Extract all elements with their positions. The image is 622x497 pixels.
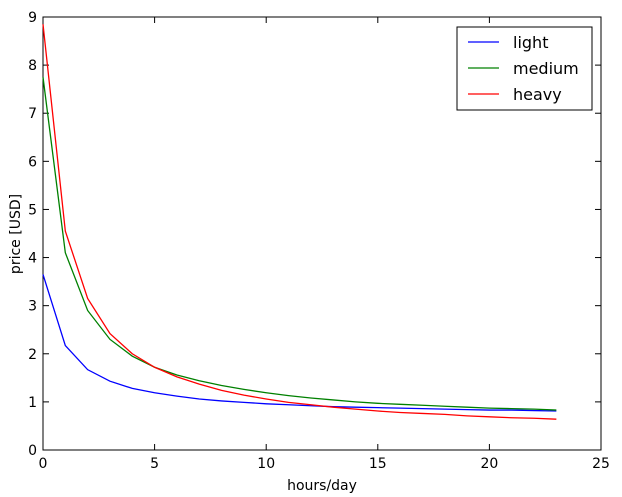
lines-layer (42, 24, 557, 420)
x-tick-label: 15 (369, 456, 387, 472)
y-tick-label: 1 (28, 395, 37, 411)
series-line-light (42, 274, 557, 412)
y-tick-label: 9 (28, 10, 37, 26)
series-line-medium (42, 77, 557, 411)
series-line-heavy (42, 24, 557, 420)
x-tick-label: 25 (592, 456, 610, 472)
legend: light medium heavy (456, 26, 593, 111)
y-axis-label: price [USD] (8, 194, 24, 274)
y-tick-label: 4 (28, 251, 37, 267)
ticks-layer: 0 5 10 15 20 25 0 1 2 3 4 5 6 7 8 9 (28, 10, 610, 472)
y-tick-label: 2 (28, 347, 37, 363)
x-tick-label: 5 (150, 456, 159, 472)
y-tick-label: 3 (28, 299, 37, 315)
x-axis-label: hours/day (287, 478, 357, 494)
legend-label-heavy: heavy (513, 85, 562, 104)
x-tick-label: 20 (480, 456, 498, 472)
legend-label-light: light (513, 33, 548, 52)
y-tick-label: 0 (28, 443, 37, 459)
x-tick-label: 0 (39, 456, 48, 472)
y-tick-label: 7 (28, 106, 37, 122)
y-tick-label: 8 (28, 58, 37, 74)
y-tick-label: 5 (28, 202, 37, 218)
x-tick-label: 10 (257, 456, 275, 472)
y-tick-label: 6 (28, 154, 37, 170)
legend-label-medium: medium (513, 59, 579, 78)
